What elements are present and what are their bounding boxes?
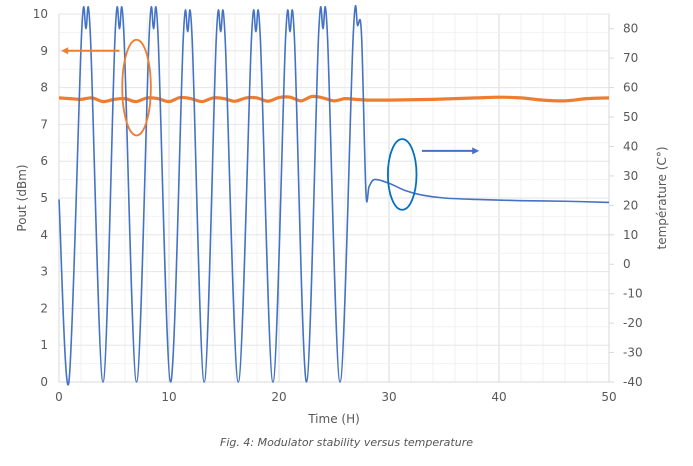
y2-tick-label: 70: [623, 51, 638, 65]
annotations: [61, 38, 480, 211]
y-tick-label: 8: [40, 81, 48, 95]
x-tick-label: 40: [491, 390, 506, 404]
y-tick-label: 4: [40, 228, 48, 242]
y-tick-label: 2: [40, 301, 48, 315]
y2-tick-label: 50: [623, 110, 638, 124]
axes: 0 10 20 30 40 50 0 1 2 3 4 5 6 7 8 9 10 -40 -30 -20 -10 0 10 20…: [33, 7, 643, 404]
y-tick-label: 10: [33, 7, 48, 21]
y2-tick-label: 10: [623, 228, 638, 242]
annotation-ellipse: [387, 138, 418, 211]
y2-tick-label: 40: [623, 139, 638, 153]
figure-caption: Fig. 4: Modulator stability versus tempe…: [220, 436, 473, 449]
y2-tick-label: -40: [623, 375, 643, 389]
y-tick-label: 3: [40, 265, 48, 279]
chart: 0 10 20 30 40 50 0 1 2 3 4 5 6 7 8 9 10 -40 -30 -20 -10 0 10 20…: [15, 4, 669, 426]
x-tick-label: 20: [271, 390, 286, 404]
x-tick-label: 30: [381, 390, 396, 404]
y2-axis-label: température (C°): [655, 147, 669, 250]
pout-series-line: [58, 94, 610, 104]
y-tick-label: 6: [40, 154, 48, 168]
y-tick-label: 1: [40, 338, 48, 352]
y2-tick-label: 20: [623, 198, 638, 212]
y-axis-label: Pout (dBm): [15, 164, 29, 231]
annotation-ellipse: [121, 38, 152, 137]
gridlines: [58, 13, 610, 383]
x-tick-label: 10: [161, 390, 176, 404]
y2-tick-label: -20: [623, 316, 643, 330]
y2-tick-label: -10: [623, 287, 643, 301]
x-axis-label: Time (H): [307, 412, 360, 426]
x-tick-label: 50: [601, 390, 616, 404]
y-tick-label: 5: [40, 191, 48, 205]
y2-tick-label: -30: [623, 346, 643, 360]
y-tick-label: 7: [40, 117, 48, 131]
y2-tick-label: 0: [623, 257, 631, 271]
temperature-series-line: [58, 4, 610, 386]
arrow-head-icon: [61, 47, 69, 55]
y2-tick-label: 30: [623, 169, 638, 183]
y2-tick-label: 80: [623, 22, 638, 36]
arrow-head-icon: [472, 147, 480, 155]
y-tick-label: 0: [40, 375, 48, 389]
y-tick-label: 9: [40, 44, 48, 58]
series-layer: [58, 4, 610, 386]
x-tick-label: 0: [55, 390, 63, 404]
y2-tick-label: 60: [623, 81, 638, 95]
